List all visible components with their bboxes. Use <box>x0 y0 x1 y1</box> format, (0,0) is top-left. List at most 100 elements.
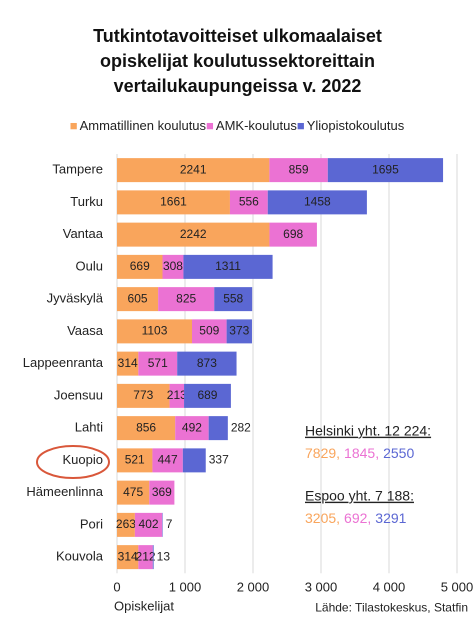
bar-segment <box>229 190 268 215</box>
y-tick-label: Hämeenlinna <box>26 484 103 499</box>
data-label: 314 <box>118 549 138 563</box>
bar-segment <box>182 448 206 473</box>
y-tick-label: Lahti <box>75 420 103 435</box>
bar-segment <box>117 158 270 183</box>
x-tick-label: 0 <box>113 580 120 595</box>
data-label: 263 <box>116 517 136 531</box>
data-label: 521 <box>125 453 145 467</box>
data-label: 1661 <box>160 195 187 209</box>
x-tick-label: 2 000 <box>237 580 270 595</box>
legend-label: AMK-koulutus <box>216 118 297 133</box>
y-tick-label: Kuopio <box>63 452 103 467</box>
data-label: 402 <box>139 517 159 531</box>
source: Lähde: Tilastokeskus, Statfin <box>315 600 468 614</box>
bar-segment <box>327 158 444 183</box>
data-label: 1458 <box>304 195 331 209</box>
bar-segment <box>226 319 252 344</box>
y-tick-label: Tampere <box>52 162 103 177</box>
data-label: 859 <box>289 162 309 176</box>
x-tick-label: 3 000 <box>305 580 338 595</box>
y-tick-label: Pori <box>80 516 103 531</box>
bar-segment <box>208 416 228 441</box>
data-label: 1695 <box>372 162 399 176</box>
data-label: 825 <box>176 291 196 305</box>
bar-segment <box>117 383 170 408</box>
data-label: 2242 <box>180 227 207 241</box>
legend-swatch: ■ <box>206 118 214 133</box>
bar-segment <box>269 158 328 183</box>
legend-swatch: ■ <box>297 118 305 133</box>
y-tick-label: Turku <box>70 194 103 209</box>
y-tick-label: Vantaa <box>63 226 104 241</box>
annotation-title: Helsinki yht. 12 224: <box>305 423 431 439</box>
bar-segment <box>138 351 178 376</box>
bar-segment <box>117 254 163 279</box>
legend-swatch: ■ <box>70 118 78 133</box>
data-label: 873 <box>197 356 217 370</box>
data-label: 213 <box>167 388 187 402</box>
data-label: 1103 <box>142 324 168 338</box>
annotation-title: Espoo yht. 7 188: <box>305 488 414 504</box>
data-label: 212 <box>136 549 156 563</box>
data-label: 13 <box>157 549 171 563</box>
highlight-circle <box>36 445 110 479</box>
bar-segment <box>117 190 230 215</box>
x-tick-label: 5 000 <box>441 580 474 595</box>
annotation-values: 7829, 1845, 2550 <box>305 445 414 461</box>
bar-segment <box>152 545 154 570</box>
data-label: 698 <box>283 227 303 241</box>
data-label: 337 <box>209 453 229 467</box>
bar-segment <box>158 287 215 312</box>
bar-segment <box>184 383 231 408</box>
y-tick-label: Oulu <box>76 258 103 273</box>
data-label: 282 <box>231 420 251 434</box>
bar-segment <box>138 545 153 570</box>
data-label: 669 <box>130 259 150 273</box>
data-label: 475 <box>123 485 143 499</box>
data-label: 556 <box>239 195 259 209</box>
annotation-value: 692, <box>344 510 371 526</box>
x-axis-label: Opiskelijat <box>114 599 174 614</box>
y-tick-label: Vaasa <box>67 323 104 338</box>
legend: ■ Ammatillinen koulutus■ AMK-koulutus■ Ylio… <box>70 118 405 133</box>
bar-segment <box>169 383 185 408</box>
data-label: 773 <box>133 388 153 402</box>
annotation-value: 3291 <box>375 510 406 526</box>
x-tick-label: 1 000 <box>169 580 202 595</box>
bar-segment <box>149 480 175 505</box>
bar-segment <box>117 448 153 473</box>
data-label: 308 <box>163 259 183 273</box>
data-label: 314 <box>118 356 138 370</box>
bar-segment <box>177 351 237 376</box>
data-label: 571 <box>148 356 168 370</box>
bar-segment <box>117 545 139 570</box>
chart-title: Tutkintotavoitteiset ulkomaalaiset opisk… <box>93 26 382 96</box>
y-tick-label: Joensuu <box>54 387 103 402</box>
bar-segment <box>192 319 227 344</box>
data-label: 1311 <box>215 259 241 273</box>
bar-segment <box>117 287 159 312</box>
bar-segment <box>267 190 367 215</box>
data-label: 447 <box>158 453 178 467</box>
annotation-values: 3205, 692, 3291 <box>305 510 407 526</box>
data-label: 605 <box>128 291 148 305</box>
data-label: 509 <box>199 324 219 338</box>
bar-segment <box>117 351 139 376</box>
annotation-value: 2550 <box>383 445 414 461</box>
data-label: 689 <box>197 388 217 402</box>
annotation-value: 1845, <box>344 445 379 461</box>
annotation-value: 7829, <box>305 445 340 461</box>
data-label: 369 <box>152 485 172 499</box>
annotation-value: 3205, <box>305 510 340 526</box>
bar-segment <box>134 512 163 537</box>
bar-segment <box>117 480 150 505</box>
data-label: 492 <box>182 420 202 434</box>
bar-segment <box>214 287 253 312</box>
bar-segment <box>175 416 209 441</box>
legend-label: Ammatillinen koulutus <box>80 118 207 133</box>
bar-segment <box>117 222 270 247</box>
data-label: 373 <box>229 324 249 338</box>
bar-segment <box>117 319 193 344</box>
data-label: 7 <box>166 517 173 531</box>
